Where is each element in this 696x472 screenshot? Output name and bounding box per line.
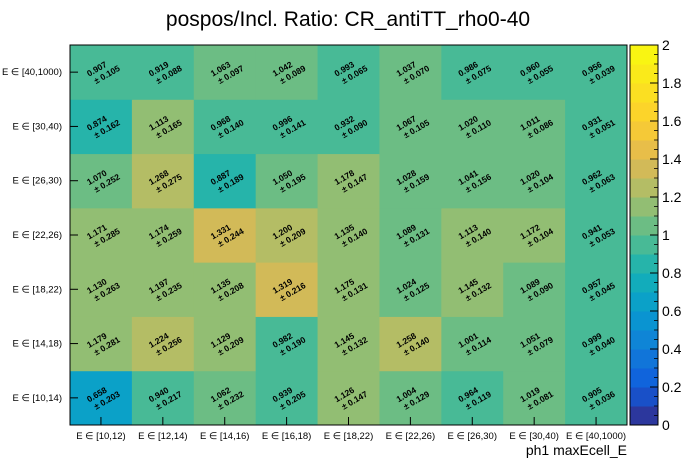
chart-title: pospos/Incl. Ratio: CR_antiTT_rho0-40 (166, 8, 530, 31)
colorbar-band (630, 235, 658, 255)
colorbar-band (630, 45, 658, 65)
y-tick-label: E ∈ [30,40) (13, 121, 62, 132)
color-scale-bar: 0 0.2 0.4 0.6 0.8 1 1.2 1.4 1.6 1.8 2 (630, 37, 682, 433)
colorbar-band (630, 159, 658, 179)
colorbar-tick-label: 1.8 (662, 75, 682, 91)
colorbar-band (630, 216, 658, 236)
colorbar-tick-label: 0 (662, 417, 670, 433)
colorbar-band (630, 121, 658, 141)
colorbar-band (630, 349, 658, 369)
y-tick-label: E ∈ [40,1000) (2, 67, 62, 78)
x-tick-label: E ∈ [18,22) (324, 431, 373, 442)
colorbar-tick-label: 0.8 (662, 265, 682, 281)
x-tick-label: E ∈ [26,30) (448, 431, 497, 442)
x-tick-label: E ∈ [12,14) (138, 431, 187, 442)
colorbar-tick-label: 1 (662, 227, 670, 243)
x-tick-label: E ∈ [16,18) (262, 431, 311, 442)
colorbar-band (630, 140, 658, 160)
y-tick-label: E ∈ [10,14) (13, 393, 62, 404)
colorbar-tick-label: 0.4 (662, 341, 682, 357)
colorbar-tick-label: 1.2 (662, 189, 682, 205)
colorbar-band (630, 311, 658, 331)
colorbar-band (630, 273, 658, 293)
x-tick-label: E ∈ [40,1000) (566, 431, 626, 442)
colorbar-band (630, 178, 658, 198)
y-axis-tick-labels: E ∈ [10,14) E ∈ [14,18) E ∈ [18,22) E ∈ [22… (2, 67, 78, 404)
x-axis-label: ph1 maxEcell_E (526, 442, 627, 458)
colorbar-band (630, 406, 658, 426)
x-tick-label: E ∈ [22,26) (386, 431, 435, 442)
y-tick-label: E ∈ [22,26) (13, 230, 62, 241)
colorbar-band (630, 330, 658, 350)
colorbar-band (630, 197, 658, 217)
x-tick-label: E ∈ [30,40) (509, 431, 558, 442)
colorbar-tick-label: 0.2 (662, 379, 682, 395)
colorbar-tick-label: 0.6 (662, 303, 682, 319)
colorbar-tick-label: 2 (662, 37, 670, 53)
colorbar-band (630, 254, 658, 274)
colorbar-band (630, 368, 658, 388)
colorbar-tick-label: 1.4 (662, 151, 682, 167)
x-tick-label: E ∈ [10,12) (76, 431, 125, 442)
y-tick-label: E ∈ [14,18) (13, 339, 62, 350)
x-tick-label: E ∈ [14,16) (200, 431, 249, 442)
colorbar-tick-label: 1.6 (662, 113, 682, 129)
y-tick-label: E ∈ [26,30) (13, 176, 62, 187)
colorbar-band (630, 64, 658, 84)
colorbar-band (630, 83, 658, 103)
y-tick-label: E ∈ [18,22) (13, 284, 62, 295)
colorbar-band (630, 102, 658, 122)
colorbar-band (630, 387, 658, 407)
colorbar-band (630, 292, 658, 312)
